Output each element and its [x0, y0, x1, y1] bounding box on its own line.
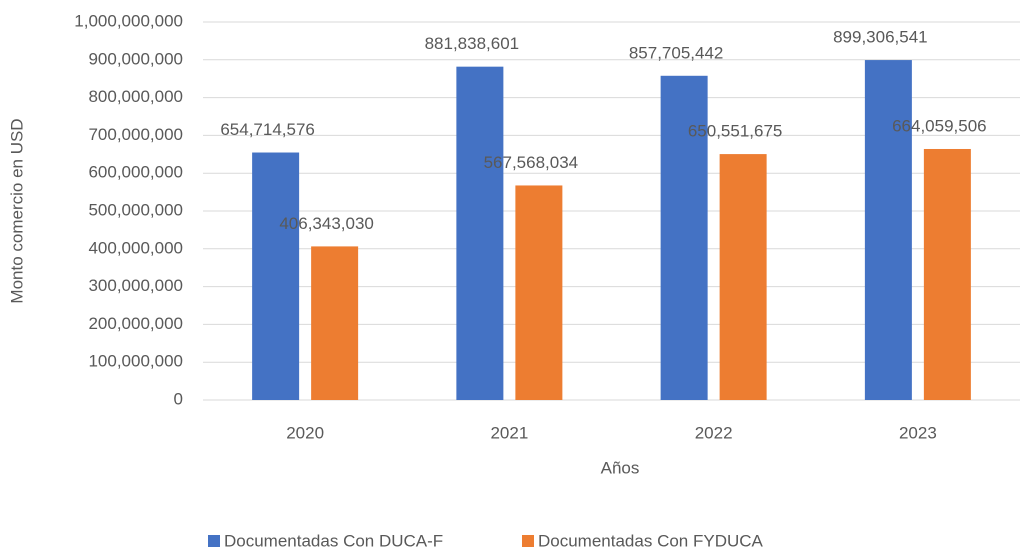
x-axis-title: Años: [601, 458, 640, 477]
data-label: 654,714,576: [220, 120, 315, 139]
data-label: 664,059,506: [892, 116, 987, 135]
bar: [456, 66, 504, 400]
x-tick-label: 2020: [286, 423, 324, 442]
legend-label: Documentadas Con FYDUCA: [538, 531, 764, 550]
y-tick-label: 500,000,000: [88, 200, 183, 219]
bar: [660, 75, 708, 400]
x-tick-label: 2021: [490, 423, 528, 442]
data-label: 881,838,601: [425, 34, 520, 53]
x-tick-label: 2022: [695, 423, 733, 442]
data-label: 406,343,030: [279, 214, 374, 233]
legend-label: Documentadas Con DUCA-F: [224, 531, 443, 550]
y-tick-label: 400,000,000: [88, 238, 183, 257]
y-tick-label: 1,000,000,000: [74, 11, 183, 30]
x-tick-label: 2023: [899, 423, 937, 442]
y-tick-label: 700,000,000: [88, 125, 183, 144]
y-tick-label: 900,000,000: [88, 49, 183, 68]
legend-swatch: [522, 535, 534, 547]
data-label: 857,705,442: [629, 43, 724, 62]
legend-swatch: [208, 535, 220, 547]
bar: [311, 246, 359, 400]
bar: [719, 154, 767, 400]
y-tick-label: 0: [174, 389, 183, 408]
bar: [923, 148, 971, 400]
y-tick-label: 100,000,000: [88, 352, 183, 371]
y-tick-label: 600,000,000: [88, 163, 183, 182]
y-tick-label: 800,000,000: [88, 87, 183, 106]
bar: [252, 152, 300, 400]
data-label: 899,306,541: [833, 28, 928, 47]
y-tick-label: 200,000,000: [88, 314, 183, 333]
y-axis-title: Monto comercio en USD: [7, 118, 26, 303]
y-tick-label: 300,000,000: [88, 276, 183, 295]
data-label: 650,551,675: [688, 122, 783, 141]
data-label: 567,568,034: [484, 153, 579, 172]
bar: [864, 60, 912, 400]
bar: [515, 185, 563, 400]
